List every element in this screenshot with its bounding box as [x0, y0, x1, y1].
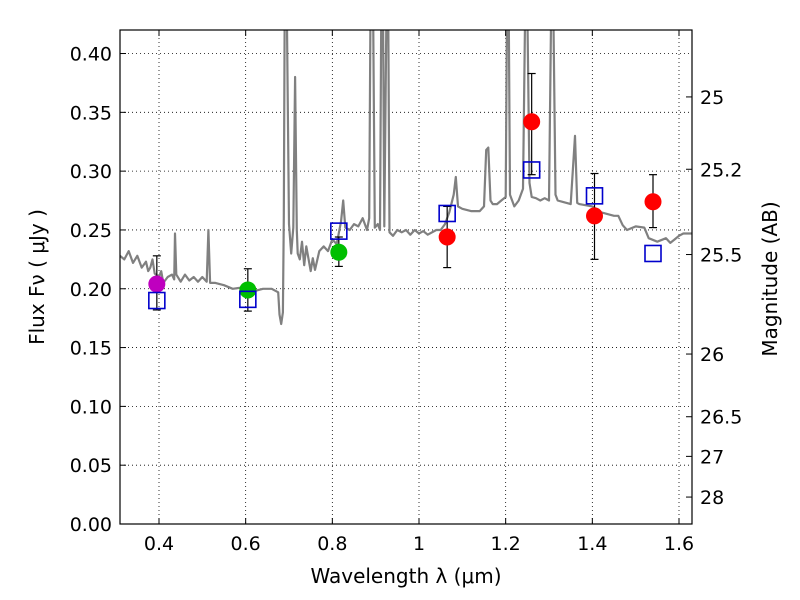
y-tick-label: 0.40	[70, 44, 112, 66]
y2-tick-label: 26	[700, 344, 724, 366]
observed-points-layer	[148, 113, 662, 299]
y-tick-label: 0.10	[70, 396, 112, 418]
observed-point	[148, 275, 166, 293]
y-tick-label: 0.20	[70, 279, 112, 301]
model-photometry-square	[522, 161, 541, 179]
model-photometry-square	[585, 187, 604, 205]
model-spectrum-layer	[120, 30, 692, 326]
y2-tick-label: 27	[700, 446, 724, 468]
y2-axis-label: Magnitude (AB)	[758, 201, 782, 356]
x-tick-label: 0.4	[144, 533, 174, 555]
y2-tick-label: 25.2	[700, 159, 742, 181]
y-tick-label: 0.15	[70, 338, 112, 360]
x-tick-label: 0.6	[231, 533, 261, 555]
observed-point	[330, 243, 348, 261]
spectrum-line	[120, 30, 692, 326]
x-tick-label: 1.6	[664, 533, 694, 555]
y-tick-label: 0.05	[70, 455, 112, 477]
y-tick-label: 0.30	[70, 161, 112, 183]
x-tick-label: 1	[413, 533, 425, 555]
model-photometry-square	[438, 204, 456, 223]
observed-point	[239, 281, 257, 299]
y2-tick-label: 25.5	[700, 245, 742, 267]
errorbar-layer	[152, 72, 657, 312]
model-photometry-square	[644, 244, 662, 263]
y2-tick-label: 28	[700, 487, 724, 509]
y-tick-label: 0.00	[70, 514, 112, 536]
y-tick-label: 0.25	[70, 220, 112, 242]
tick-layer: 0.4 0.6 0.8 1 1.2 1.4 1.6 0.00 0.05 0.10 0.15 0.20 0…	[70, 30, 742, 555]
plot-frame	[119, 29, 693, 525]
observed-point	[586, 207, 603, 225]
x-tick-label: 1.4	[577, 533, 607, 555]
observed-point	[644, 193, 662, 211]
model-photometry-square	[148, 291, 166, 310]
y2-tick-label: 26.5	[700, 407, 742, 429]
observed-point	[438, 228, 456, 246]
y2-tick-label: 25	[700, 87, 724, 109]
y-axis-label: Flux Fν ( μJy )	[25, 209, 49, 345]
model-photometry-square	[239, 290, 257, 309]
x-tick-label: 1.2	[491, 533, 521, 555]
observed-point	[523, 113, 541, 131]
model-photometry-square	[330, 222, 348, 240]
x-tick-label: 0.8	[317, 533, 347, 555]
model-photometry-layer	[148, 161, 662, 310]
y-tick-label: 0.35	[70, 102, 112, 124]
x-axis-label: Wavelength λ (μm)	[310, 564, 501, 588]
